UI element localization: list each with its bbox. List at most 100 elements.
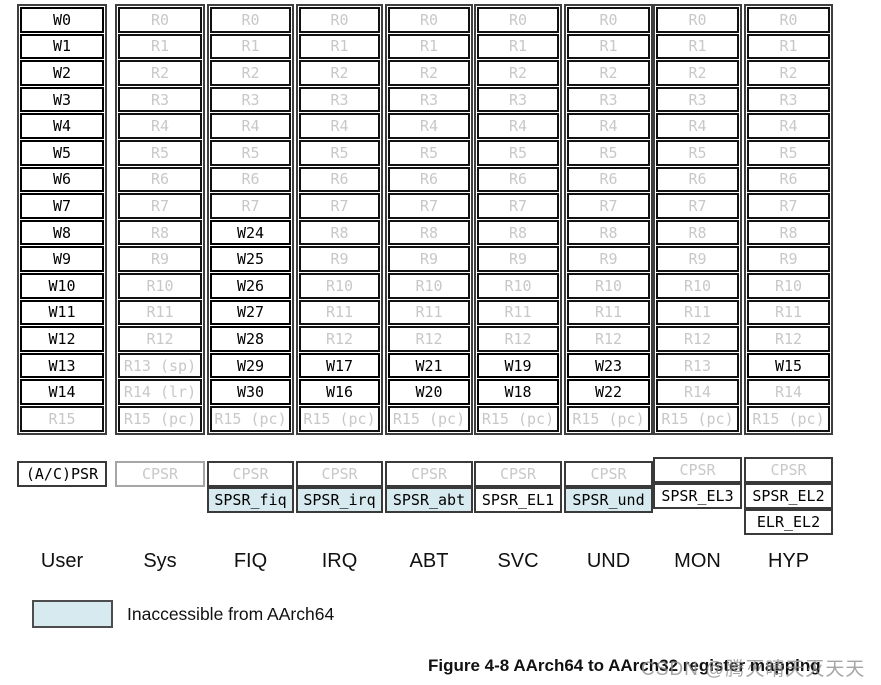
psr-cell-mon-spsrel3: SPSR_EL3 <box>653 483 742 509</box>
register-cell-mon-12: R12 <box>656 326 739 352</box>
mode-label-user: User <box>40 550 84 572</box>
register-cell-svc-8: R8 <box>477 219 559 246</box>
register-cell-fiq-0: R0 <box>210 7 291 33</box>
register-cell-und-4: R4 <box>567 113 650 139</box>
figure-caption: Figure 4-8 AArch64 to AArch32 register m… <box>428 656 821 675</box>
register-cell-sys-8: R8 <box>118 219 202 246</box>
register-cell-hyp-12: R12 <box>747 326 830 352</box>
register-cell-und-7: R7 <box>567 193 650 219</box>
register-cell-hyp-5: R5 <box>747 139 830 166</box>
register-cell-svc-13: W19 <box>477 352 559 379</box>
register-cell-mon-6: R6 <box>656 166 739 193</box>
register-cell-und-12: R12 <box>567 326 650 352</box>
register-cell-svc-0: R0 <box>477 7 559 33</box>
register-cell-irq-0: R0 <box>299 7 380 33</box>
register-cell-user-14: W14 <box>20 379 104 405</box>
register-cell-und-0: R0 <box>567 7 650 33</box>
register-cell-hyp-9: R9 <box>747 246 830 272</box>
register-column-irq: R0 R1 R2 R3 R4 R5 R6 R7 R8 R9 R10 R11 R12 W17 W16 R15 (… <box>296 4 383 435</box>
register-cell-svc-5: R5 <box>477 139 559 166</box>
register-column-user: W0 W1 W2 W3 W4 W5 W6 W7 W8 W9 W10 W11 W12 W13 W14 R15 <box>17 4 107 435</box>
register-cell-svc-11: R11 <box>477 299 559 326</box>
psr-cell-irq-spsrirq: SPSR_irq <box>296 487 383 513</box>
register-cell-svc-12: R12 <box>477 326 559 352</box>
register-cell-hyp-4: R4 <box>747 113 830 139</box>
register-column-sys: R0 R1 R2 R3 R4 R5 R6 R7 R8 R9 R10 R11 R12 R13 (sp) R14… <box>115 4 205 435</box>
register-cell-mon-13: R13 <box>656 352 739 379</box>
register-cell-abt-3: R3 <box>388 86 470 113</box>
register-cell-hyp-6: R6 <box>747 166 830 193</box>
register-cell-sys-13: R13 (sp) <box>118 352 202 379</box>
csdn-watermark: CSDN @腾灭晴天灭天天 <box>641 659 866 680</box>
register-cell-sys-11: R11 <box>118 299 202 326</box>
register-cell-hyp-2: R2 <box>747 60 830 86</box>
register-cell-sys-15: R15 (pc) <box>118 405 202 432</box>
psr-cell-hyp-spsrel2: SPSR_EL2 <box>744 483 833 509</box>
register-cell-fiq-1: R1 <box>210 33 291 60</box>
register-cell-irq-4: R4 <box>299 113 380 139</box>
register-cell-und-2: R2 <box>567 60 650 86</box>
register-cell-abt-12: R12 <box>388 326 470 352</box>
register-cell-svc-1: R1 <box>477 33 559 60</box>
register-cell-mon-10: R10 <box>656 272 739 299</box>
psr-cell-irq-cpsr: CPSR <box>296 461 383 487</box>
register-cell-mon-3: R3 <box>656 86 739 113</box>
register-cell-user-5: W5 <box>20 139 104 166</box>
register-cell-abt-2: R2 <box>388 60 470 86</box>
mode-label-svc: SVC <box>497 550 539 572</box>
mode-label-irq: IRQ <box>321 550 358 572</box>
psr-cell-und-spsrund: SPSR_und <box>564 487 653 513</box>
register-cell-mon-4: R4 <box>656 113 739 139</box>
register-cell-mon-9: R9 <box>656 246 739 272</box>
register-cell-user-11: W11 <box>20 299 104 326</box>
register-cell-und-1: R1 <box>567 33 650 60</box>
register-cell-user-9: W9 <box>20 246 104 272</box>
register-cell-user-13: W13 <box>20 352 104 379</box>
register-cell-und-5: R5 <box>567 139 650 166</box>
register-cell-irq-5: R5 <box>299 139 380 166</box>
register-cell-svc-15: R15 (pc) <box>477 405 559 432</box>
register-cell-irq-9: R9 <box>299 246 380 272</box>
register-cell-fiq-2: R2 <box>210 60 291 86</box>
register-cell-abt-1: R1 <box>388 33 470 60</box>
register-column-fiq: R0 R1 R2 R3 R4 R5 R6 R7 W24 W25 W26 W27 W28 W29 W30 R15… <box>207 4 294 435</box>
psr-cell-mon-cpsr: CPSR <box>653 457 742 483</box>
register-cell-abt-7: R7 <box>388 193 470 219</box>
register-cell-svc-10: R10 <box>477 272 559 299</box>
register-cell-irq-13: W17 <box>299 352 380 379</box>
register-cell-sys-10: R10 <box>118 272 202 299</box>
register-cell-svc-6: R6 <box>477 166 559 193</box>
register-cell-hyp-3: R3 <box>747 86 830 113</box>
register-cell-irq-14: W16 <box>299 379 380 405</box>
register-cell-hyp-8: R8 <box>747 219 830 246</box>
register-cell-svc-7: R7 <box>477 193 559 219</box>
register-cell-abt-15: R15 (pc) <box>388 405 470 432</box>
register-cell-irq-2: R2 <box>299 60 380 86</box>
register-cell-irq-7: R7 <box>299 193 380 219</box>
psr-cell-svc-cpsr: CPSR <box>474 461 562 487</box>
register-cell-user-2: W2 <box>20 60 104 86</box>
register-cell-hyp-13: W15 <box>747 352 830 379</box>
register-cell-sys-5: R5 <box>118 139 202 166</box>
psr-cell-hyp-cpsr: CPSR <box>744 457 833 483</box>
psr-cell-svc-spsrel1: SPSR_EL1 <box>474 487 562 513</box>
register-cell-irq-15: R15 (pc) <box>299 405 380 432</box>
register-cell-svc-9: R9 <box>477 246 559 272</box>
register-cell-user-10: W10 <box>20 272 104 299</box>
register-cell-sys-6: R6 <box>118 166 202 193</box>
register-cell-irq-6: R6 <box>299 166 380 193</box>
psr-cell-user-acpsr: (A/C)PSR <box>17 461 107 487</box>
register-cell-und-15: R15 (pc) <box>567 405 650 432</box>
register-cell-mon-2: R2 <box>656 60 739 86</box>
register-cell-sys-9: R9 <box>118 246 202 272</box>
register-cell-abt-6: R6 <box>388 166 470 193</box>
register-cell-mon-0: R0 <box>656 7 739 33</box>
register-cell-irq-1: R1 <box>299 33 380 60</box>
register-cell-fiq-10: W26 <box>210 272 291 299</box>
register-cell-irq-3: R3 <box>299 86 380 113</box>
register-cell-abt-13: W21 <box>388 352 470 379</box>
mode-label-mon: MON <box>674 550 721 572</box>
register-cell-irq-10: R10 <box>299 272 380 299</box>
register-cell-user-0: W0 <box>20 7 104 33</box>
